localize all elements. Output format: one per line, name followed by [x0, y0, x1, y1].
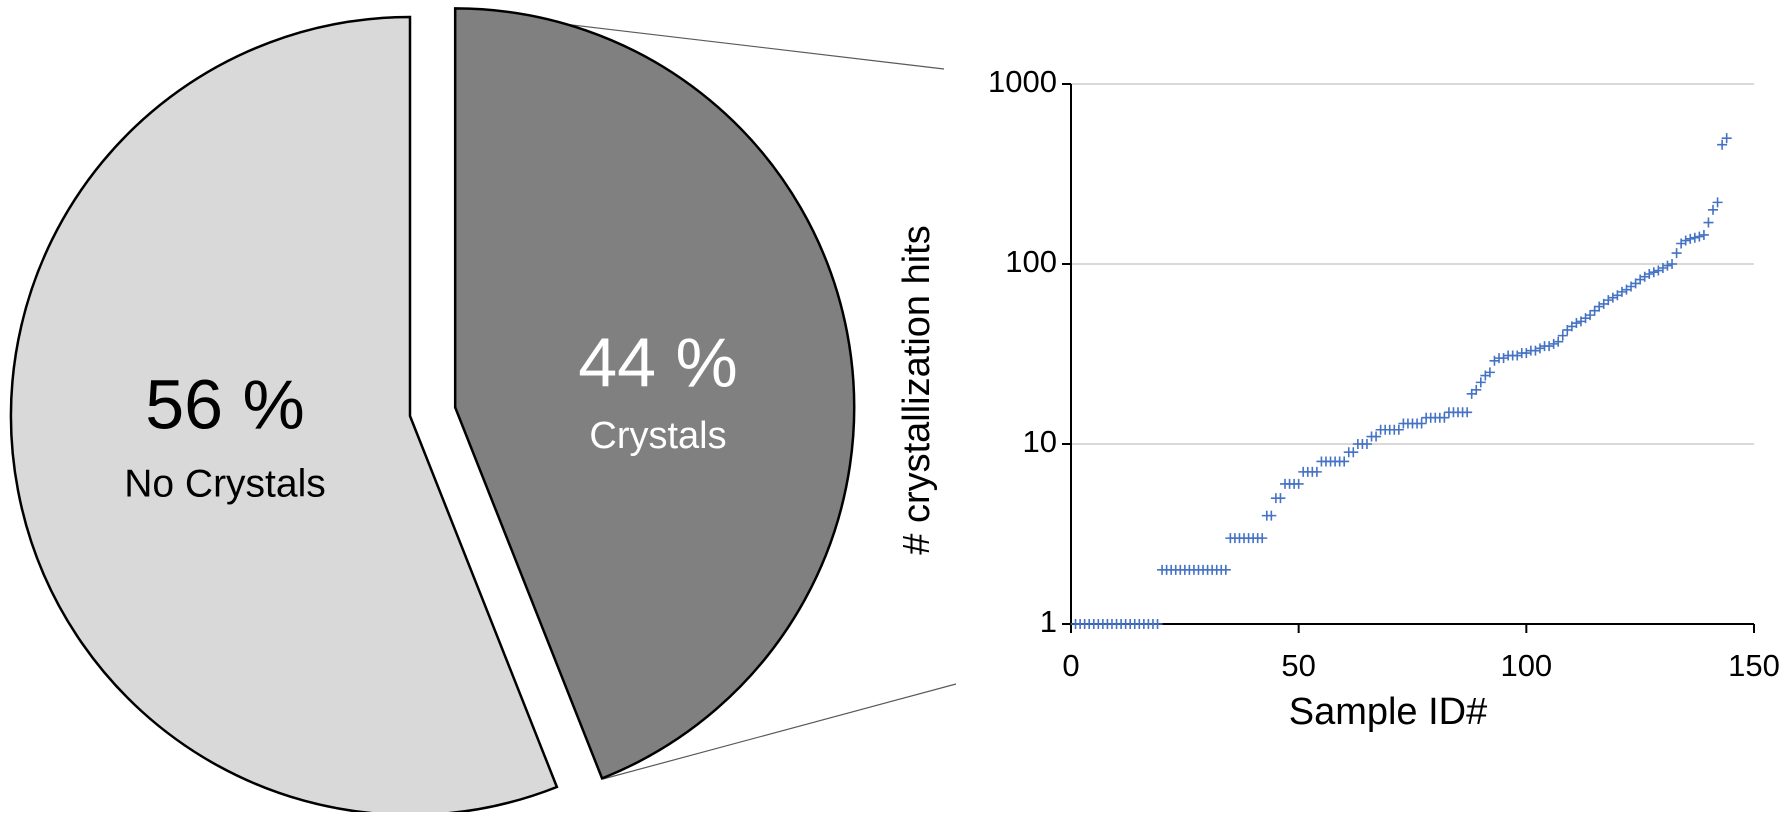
scatter-point — [1439, 412, 1450, 423]
slice-value-label: 44 % — [578, 323, 738, 401]
x-tick-label: 50 — [1281, 648, 1315, 683]
scatter-point — [1557, 330, 1568, 341]
scatter-point — [1339, 456, 1350, 467]
scatter-point — [1371, 431, 1382, 442]
scatter-point — [1571, 318, 1582, 329]
scatter-point — [1475, 377, 1486, 388]
scatter-point — [1530, 345, 1541, 356]
scatter-point — [1607, 292, 1618, 303]
x-axis-label: Sample ID# — [1289, 691, 1488, 733]
zoom-line — [602, 683, 957, 780]
slice-category-label: Crystals — [589, 415, 726, 457]
scatter-point — [1275, 493, 1286, 504]
scatter-point — [1462, 407, 1473, 418]
scatter-point — [1311, 466, 1322, 477]
scatter-point — [1498, 353, 1509, 364]
scatter-point — [1257, 533, 1268, 544]
scatter-point — [1694, 231, 1705, 242]
scatter-point — [1657, 263, 1668, 274]
scatter-point — [1717, 139, 1728, 150]
scatter-point — [1653, 265, 1664, 276]
y-tick-label: 10 — [1023, 424, 1057, 459]
y-tick-label: 100 — [1005, 244, 1057, 279]
scatter-point — [1721, 133, 1732, 144]
scatter-point — [1667, 259, 1678, 269]
y-tick-label: 1 — [1040, 604, 1057, 639]
scatter-point — [1544, 341, 1555, 352]
pie-slice — [9, 15, 559, 817]
y-tick-label: 1000 — [988, 64, 1057, 99]
scatter-point — [1585, 310, 1596, 321]
scatter-point — [1489, 355, 1500, 366]
scatter-point — [1648, 267, 1659, 278]
scatter-point — [1689, 232, 1700, 243]
y-axis-label: # crystallization hits — [896, 225, 938, 554]
scatter-point — [1698, 229, 1709, 240]
scatter-point — [1708, 204, 1719, 215]
slice-value-label: 56 % — [145, 365, 305, 443]
scatter-point — [1703, 217, 1714, 228]
scatter-point — [1393, 424, 1404, 435]
scatter-point — [1589, 305, 1600, 316]
scatter-point — [1521, 348, 1532, 359]
scatter-point — [1534, 343, 1545, 354]
scatter-point — [1680, 235, 1691, 246]
scatter-point — [1471, 384, 1482, 395]
scatter-point — [1484, 367, 1495, 378]
scatter-point — [1644, 268, 1655, 279]
scatter-point — [1266, 510, 1277, 521]
scatter-point — [1712, 197, 1723, 208]
scatter-point — [1548, 338, 1559, 349]
x-tick-label: 150 — [1728, 648, 1780, 683]
scatter-point — [1220, 564, 1231, 575]
scatter-point — [1616, 286, 1627, 297]
scatter-point — [1361, 439, 1372, 449]
scatter-point — [1685, 233, 1696, 244]
scatter-point — [1152, 619, 1163, 629]
scatter-point — [1293, 478, 1304, 489]
pie-slice — [453, 7, 856, 780]
scatter-point — [1512, 350, 1523, 361]
scatter-point — [1416, 418, 1427, 429]
scatter-point — [1603, 295, 1614, 306]
scatter-point — [1553, 336, 1564, 347]
slice-category-label: No Crystals — [124, 462, 326, 505]
scatter-point — [1671, 248, 1682, 259]
x-tick-label: 100 — [1500, 648, 1552, 683]
scatter-point — [1662, 260, 1673, 271]
x-tick-label: 0 — [1062, 648, 1079, 683]
scatter-point — [1348, 447, 1359, 458]
